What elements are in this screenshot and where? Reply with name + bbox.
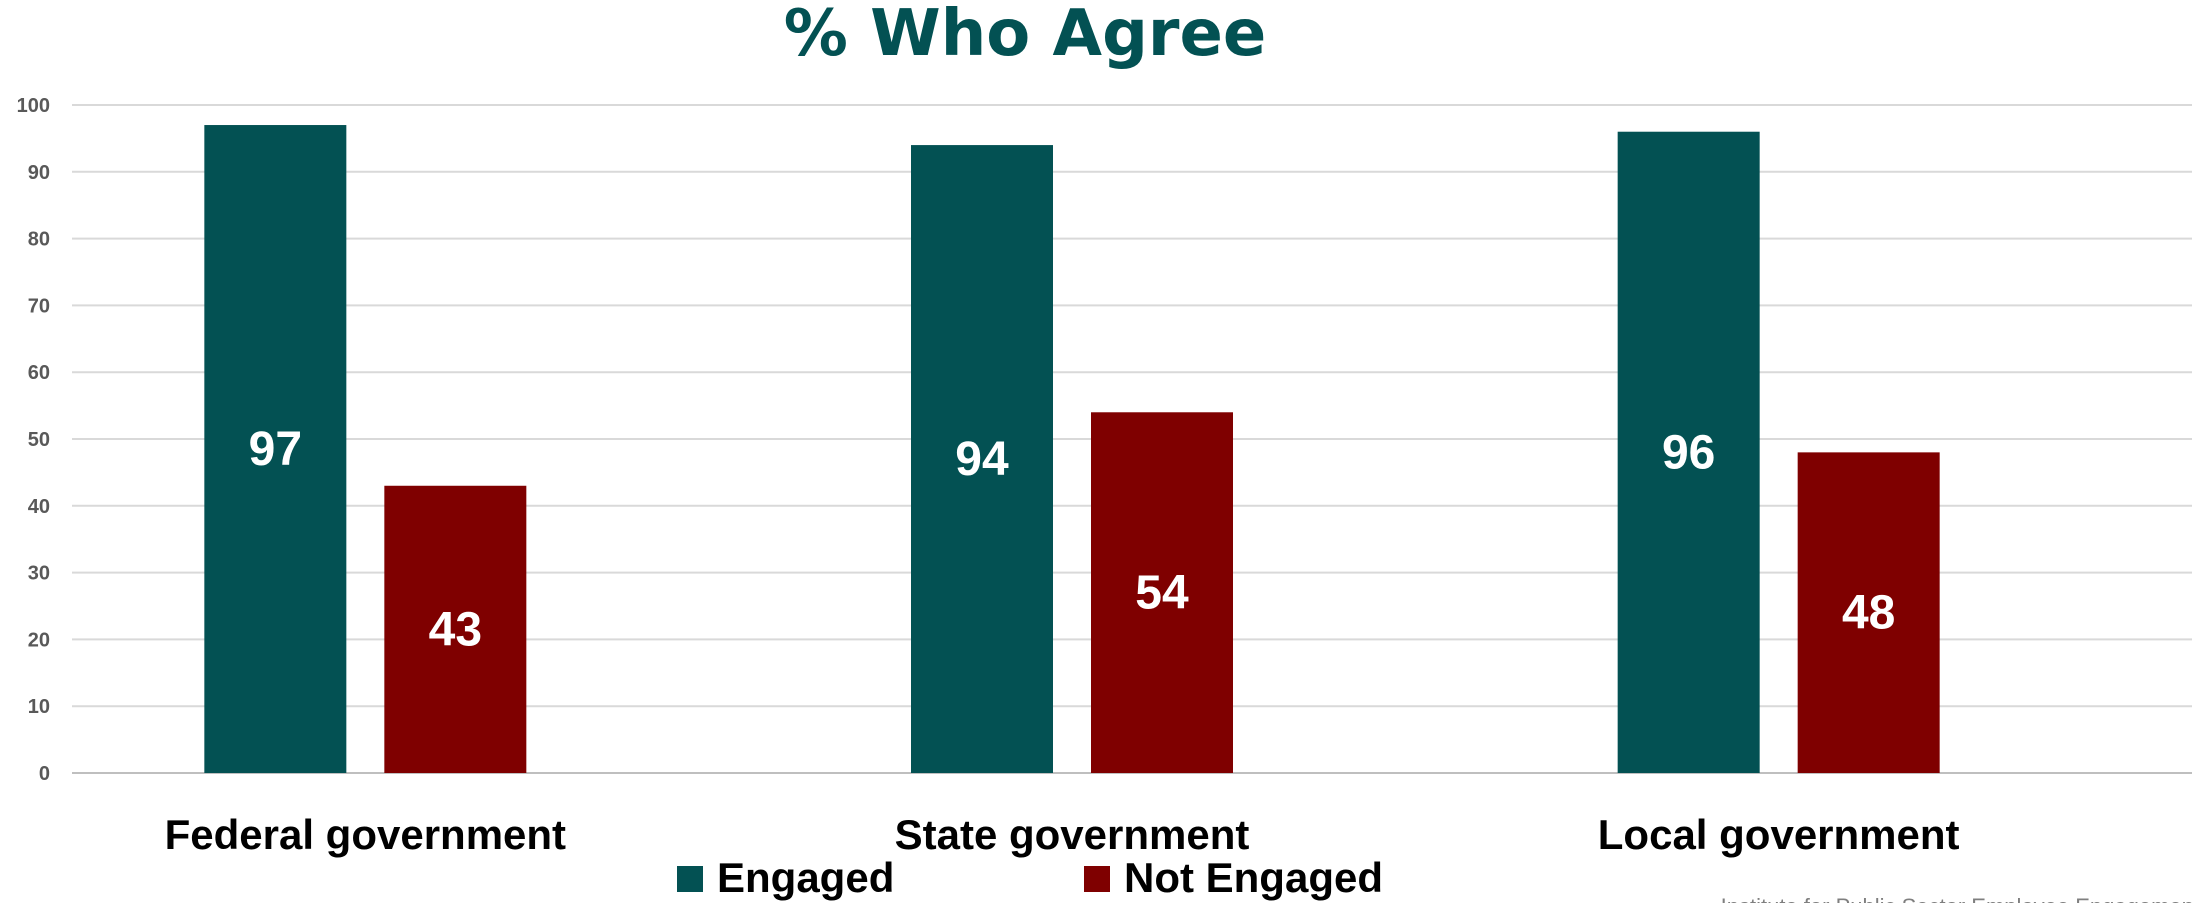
y-tick-label: 30 bbox=[28, 563, 50, 585]
bar-not-engaged-2 bbox=[1797, 452, 1940, 773]
y-axis: 0 10 20 30 40 50 60 70 80 90 100 bbox=[17, 95, 50, 785]
data-label: 96 bbox=[1662, 426, 1715, 479]
data-label: 54 bbox=[1135, 567, 1189, 620]
x-axis: Federal government State government Local … bbox=[165, 811, 1960, 858]
data-label: 43 bbox=[429, 603, 482, 656]
y-tick-label: 50 bbox=[28, 429, 50, 451]
bars: 97 43 94 54 96 48 bbox=[204, 125, 1940, 774]
x-tick-label: Federal government bbox=[165, 811, 566, 858]
y-tick-label: 60 bbox=[28, 362, 50, 384]
data-label: 94 bbox=[955, 433, 1009, 486]
bar-not-engaged-1 bbox=[1091, 412, 1233, 773]
bar-not-engaged-0 bbox=[384, 485, 527, 773]
y-tick-label: 20 bbox=[28, 629, 50, 651]
y-tick-label: 90 bbox=[28, 162, 50, 184]
y-tick-label: 10 bbox=[28, 696, 50, 718]
legend-swatch bbox=[677, 866, 703, 892]
y-tick-label: 70 bbox=[28, 295, 50, 317]
y-tick-label: 100 bbox=[17, 95, 50, 117]
legend-label: Not Engaged bbox=[1124, 854, 1383, 901]
legend: Engaged Not Engaged bbox=[677, 854, 1383, 901]
y-tick-label: 0 bbox=[39, 763, 50, 785]
data-label: 48 bbox=[1842, 587, 1895, 640]
bar-engaged-0 bbox=[204, 125, 347, 774]
y-tick-label: 80 bbox=[28, 229, 50, 251]
y-tick-label: 40 bbox=[28, 496, 50, 518]
bar-engaged-1 bbox=[911, 145, 1053, 773]
legend-swatch bbox=[1084, 866, 1110, 892]
bar-engaged-2 bbox=[1617, 131, 1760, 774]
source-note: Institute for Public Sector Employee Eng… bbox=[1721, 894, 2192, 903]
legend-label: Engaged bbox=[717, 854, 894, 901]
x-tick-label: State government bbox=[895, 811, 1250, 858]
chart-title: % Who Agree bbox=[784, 0, 1267, 71]
x-tick-label: Local government bbox=[1598, 811, 1960, 858]
data-label: 97 bbox=[249, 423, 302, 476]
